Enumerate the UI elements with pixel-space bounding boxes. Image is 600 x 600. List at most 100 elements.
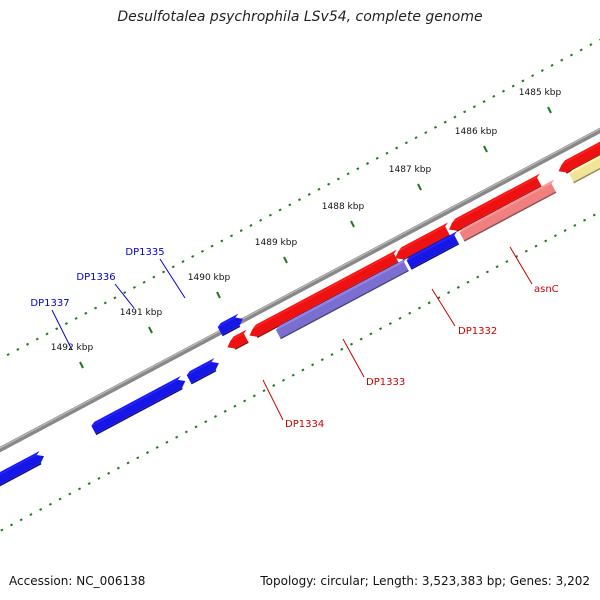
- tick-rows: [0, 38, 600, 532]
- tick-dot: [194, 425, 198, 429]
- feature-yellow: [569, 155, 600, 184]
- backbone-line: [0, 127, 600, 453]
- tick-dot: [220, 239, 224, 243]
- tick-dot: [64, 322, 68, 326]
- tick-dot: [297, 198, 302, 202]
- tick-dot: [68, 492, 72, 496]
- tick-dot: [589, 43, 593, 47]
- feature-top: [398, 222, 449, 252]
- tick-dot: [165, 440, 169, 444]
- tick-dot: [521, 79, 525, 83]
- tick-dot: [501, 89, 506, 93]
- tick-dot: [447, 291, 451, 294]
- feature-body: [0, 454, 45, 485]
- tick-dot: [550, 63, 554, 67]
- tick-dot: [45, 332, 49, 336]
- tick-labels: 1485 kbp 1486 kbp 1487 kbp 1488 kbp 1489 kbp…: [51, 88, 562, 353]
- tick-dot: [39, 507, 43, 511]
- tick-dot: [492, 94, 496, 98]
- gene-label: asnC: [534, 284, 559, 295]
- tick-label: 1486 kbp: [455, 127, 498, 137]
- tick-dot: [9, 523, 14, 527]
- tick-dot: [204, 420, 208, 424]
- gene-label: DP1333: [366, 377, 405, 388]
- tick-dot: [336, 177, 340, 181]
- gene-DP1333-fwd: [249, 249, 399, 339]
- tick-dot: [540, 69, 544, 72]
- feature-top: [406, 231, 458, 261]
- gene-DP1336: [186, 358, 219, 385]
- feature-body: [249, 253, 399, 337]
- tick-dot: [87, 482, 91, 486]
- tick-dot: [327, 182, 331, 186]
- tick-dot: [485, 270, 489, 274]
- feature-shadow: [573, 167, 600, 184]
- major-tick: [216, 291, 221, 299]
- gene-label: DP1335: [125, 247, 164, 258]
- gene-left-edge: [0, 450, 45, 487]
- tick-dot: [476, 275, 480, 279]
- tick-dot: [563, 229, 567, 233]
- tick-dot: [291, 373, 295, 377]
- feature-body: [449, 177, 542, 231]
- feature-body: [406, 235, 459, 269]
- map-title: Desulfotalea psychrophila LSv54, complet…: [117, 9, 483, 25]
- tick-dot: [103, 301, 107, 305]
- tick-label: 1490 kbp: [188, 273, 231, 283]
- tick-dot: [395, 146, 399, 150]
- tick-dot: [524, 249, 528, 253]
- tick-dot: [592, 213, 596, 217]
- feature-top: [0, 450, 40, 475]
- feature-shadow: [95, 387, 183, 436]
- tick-dot: [511, 84, 515, 88]
- gene-DP1335: [217, 313, 243, 337]
- tick-dot: [573, 223, 577, 227]
- tick-dot: [74, 316, 78, 320]
- tick-dot: [19, 518, 23, 522]
- tick-dot: [58, 497, 62, 501]
- major-tick: [148, 326, 153, 334]
- tick-dot: [569, 53, 574, 57]
- tick-dot: [359, 337, 363, 341]
- major-tick: [350, 220, 355, 228]
- tick-dot: [330, 353, 334, 356]
- tick-dot: [123, 291, 127, 295]
- tick-dot: [249, 224, 253, 227]
- tick-dot: [408, 311, 412, 315]
- tick-label: 1489 kbp: [255, 238, 298, 248]
- tick-dot: [281, 378, 286, 382]
- tick-dot: [6, 353, 10, 357]
- tick-dot: [553, 234, 557, 238]
- feature-shadow: [410, 243, 460, 270]
- tick-dot: [404, 141, 408, 145]
- tick-dot: [171, 265, 175, 269]
- tick-dot: [472, 105, 476, 109]
- tick-dot: [233, 404, 237, 408]
- tick-dot: [259, 218, 263, 222]
- tick-dot: [375, 156, 379, 160]
- tick-label: 1485 kbp: [519, 88, 562, 98]
- feature-tracks: [0, 141, 600, 487]
- tick-dot: [320, 358, 324, 362]
- tick-dot: [495, 265, 499, 269]
- backbone-highlight: [0, 128, 600, 449]
- tick-label: 1492 kbp: [51, 343, 94, 353]
- tick-dot: [427, 301, 431, 305]
- gene-label: DP1332: [458, 326, 497, 337]
- tick-dot: [175, 435, 179, 439]
- gene-label: DP1336: [76, 272, 115, 283]
- tick-dot: [531, 74, 535, 78]
- major-tick: [417, 183, 422, 191]
- tick-dot: [116, 466, 120, 470]
- feature-top: [275, 257, 407, 330]
- major-tick: [483, 145, 488, 153]
- tick-dot: [560, 58, 564, 62]
- tick-dot: [97, 477, 101, 480]
- major-tick: [547, 106, 552, 114]
- tick-label: 1487 kbp: [389, 165, 432, 175]
- feature-body: [227, 333, 249, 349]
- leader-line: [114, 283, 135, 309]
- tick-dot: [579, 48, 583, 52]
- tick-dot: [0, 528, 4, 532]
